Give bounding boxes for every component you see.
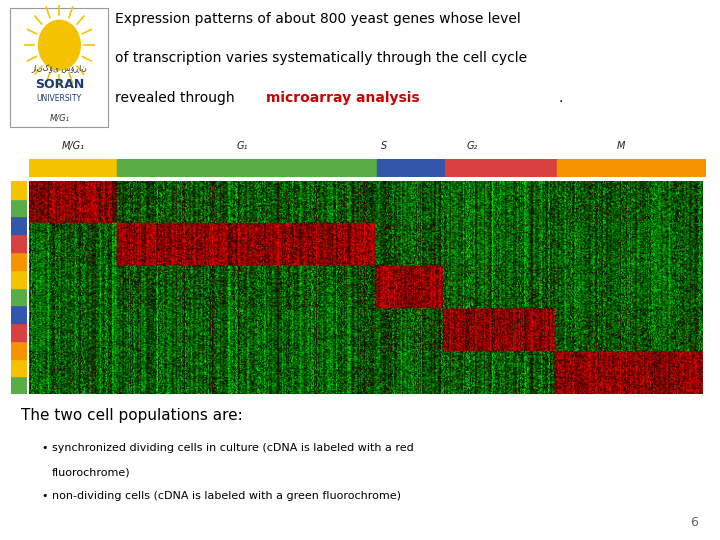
- Bar: [11, 305, 27, 323]
- Circle shape: [39, 21, 81, 70]
- Bar: [11, 287, 27, 305]
- Text: • non-dividing cells (cDNA is labeled with a green fluorochrome): • non-dividing cells (cDNA is labeled wi…: [42, 491, 401, 502]
- Bar: [557, 159, 706, 177]
- Text: M/G₁: M/G₁: [50, 114, 69, 123]
- Text: Expression patterns of about 800 yeast genes whose level: Expression patterns of about 800 yeast g…: [115, 11, 521, 25]
- Bar: [11, 217, 27, 234]
- Text: UNIVERSITY: UNIVERSITY: [37, 94, 82, 103]
- Text: زانکۆی سۆڕان: زانکۆی سۆڕان: [32, 64, 87, 73]
- Text: microarray analysis: microarray analysis: [266, 91, 420, 105]
- Text: M: M: [617, 141, 625, 151]
- Bar: [445, 159, 557, 177]
- Text: • synchronized dividing cells in culture (cDNA is labeled with a red: • synchronized dividing cells in culture…: [42, 443, 413, 453]
- Text: revealed through: revealed through: [115, 91, 239, 105]
- Text: of transcription varies systematically through the cell cycle: of transcription varies systematically t…: [115, 51, 527, 65]
- Bar: [11, 234, 27, 252]
- Bar: [377, 159, 445, 177]
- Bar: [117, 159, 377, 177]
- Bar: [11, 341, 27, 359]
- Text: SORAN: SORAN: [35, 78, 84, 91]
- Bar: [11, 199, 27, 217]
- Text: .: .: [558, 91, 562, 105]
- Bar: [11, 181, 27, 199]
- Text: fluorochrome): fluorochrome): [52, 467, 130, 477]
- Bar: [11, 252, 27, 270]
- Bar: [29, 159, 117, 177]
- Text: M/G₁: M/G₁: [61, 141, 84, 151]
- Bar: [11, 359, 27, 376]
- Text: G₂: G₂: [467, 141, 478, 151]
- Text: G₁: G₁: [236, 141, 248, 151]
- Text: 6: 6: [690, 516, 698, 529]
- Text: The two cell populations are:: The two cell populations are:: [22, 408, 243, 423]
- Bar: [11, 270, 27, 287]
- Bar: [11, 323, 27, 341]
- Text: S: S: [381, 141, 387, 151]
- Bar: [11, 376, 27, 394]
